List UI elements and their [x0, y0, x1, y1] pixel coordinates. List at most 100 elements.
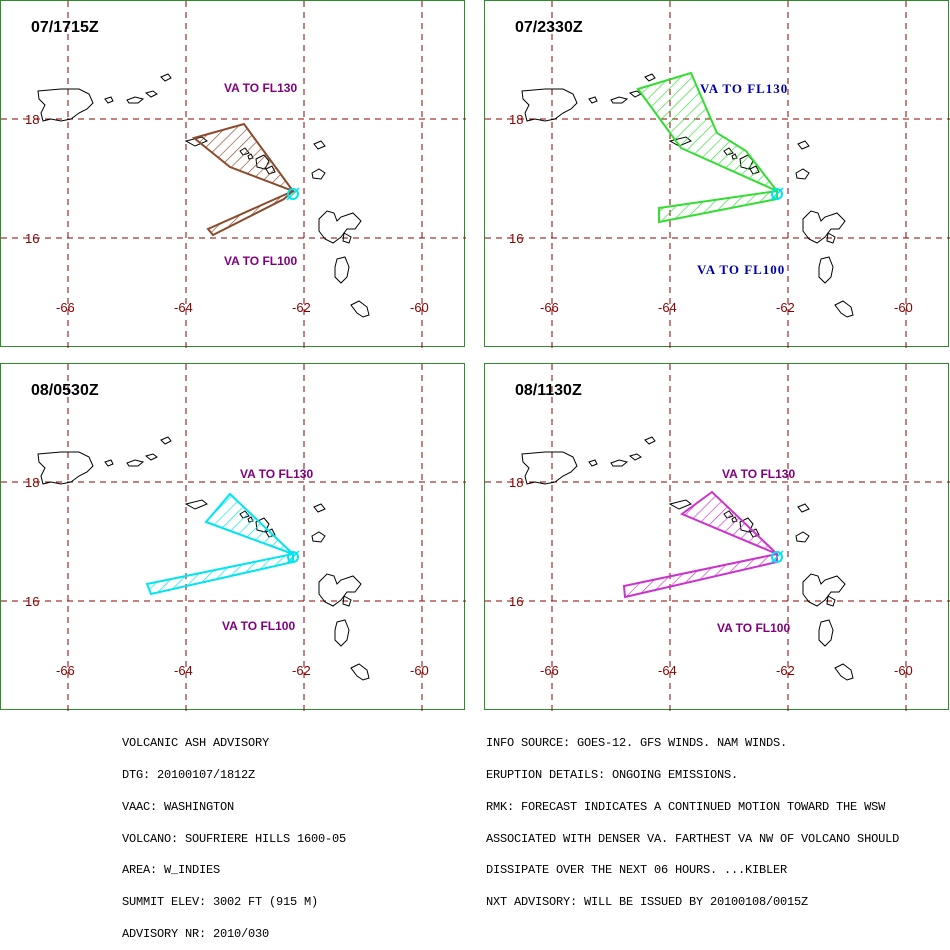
advisory-line: DTG: 20100107/1812Z: [122, 767, 256, 782]
graticule: [1, 364, 466, 711]
longitude-label: -62: [292, 663, 311, 678]
coastline-shape: [318, 573, 362, 607]
map-panel-3: 18 16 -66 -64 -62 -60 08/0530Z VA TO FL130 VA…: [0, 363, 466, 711]
lower-va-label: VA TO FL100: [697, 262, 786, 277]
coastline-shape: [160, 73, 172, 82]
graticule: [485, 1, 950, 348]
upper-va-label: VA TO FL130: [224, 81, 298, 95]
ash-cloud-lower: [206, 190, 294, 237]
map-panel-1: 18 16 -66 -64 -62 -60 07/1715Z VA TO FL130 VA…: [0, 0, 466, 348]
coastline-shape: [834, 663, 854, 681]
volcano-icon-stroke: [286, 550, 300, 564]
coastline-shape: [350, 300, 370, 318]
coastline-shape: [342, 595, 352, 607]
coastline-shape: [795, 531, 810, 543]
volcano-icon: [287, 188, 299, 200]
coastline: [37, 436, 370, 681]
coastline-shape: [37, 451, 94, 485]
coastline-shape: [318, 210, 362, 244]
latitude-label: 18: [509, 112, 523, 127]
advisory-line: ERUPTION DETAILS: ONGOING EMISSIONS.: [486, 767, 739, 782]
coastline-shape: [610, 96, 629, 104]
longitude-label: -64: [174, 300, 193, 315]
coastline-shape: [668, 499, 692, 510]
coastline-shape: [144, 453, 158, 461]
volcano-icon: [771, 551, 783, 563]
longitude-label: -66: [56, 663, 75, 678]
coastline-shape: [126, 96, 145, 104]
coastline-shape: [521, 451, 578, 485]
ash-cloud: [145, 492, 294, 596]
volcano-marker: [286, 550, 300, 564]
longitude-label: -64: [658, 663, 677, 678]
coastline-shape: [350, 663, 370, 681]
coastline-shape: [342, 232, 352, 244]
coastline-shape: [104, 96, 114, 104]
advisory-line: ASSOCIATED WITH DENSER VA. FARTHEST VA N…: [486, 831, 900, 846]
latitude-label: 16: [25, 231, 39, 246]
longitude-label: -62: [776, 663, 795, 678]
panel-time: 08/0530Z: [31, 382, 99, 399]
coastline-shape: [588, 96, 598, 104]
advisory-line: VOLCANIC ASH ADVISORY: [122, 736, 270, 751]
longitude-label: -66: [540, 663, 559, 678]
advisory-line: VOLCANO: SOUFRIERE HILLS 1600-05: [122, 831, 347, 846]
advisory-line: SUMMIT ELEV: 3002 FT (915 M): [122, 895, 319, 910]
panel-time: 07/2330Z: [515, 19, 583, 36]
lower-va-label: VA TO FL100: [717, 621, 791, 635]
advisory-line: VAAC: WASHINGTON: [122, 799, 235, 814]
ash-cloud-lower: [658, 189, 778, 224]
map-canvas-4: 18 16 -66 -64 -62 -60: [485, 364, 950, 711]
latitude-label: 18: [25, 112, 39, 127]
coastline-shape: [311, 168, 326, 180]
axis-labels: 18 16 -66 -64 -62 -60: [509, 112, 913, 315]
latitude-label: 18: [25, 475, 39, 490]
ash-cloud: [636, 71, 778, 224]
advisory-header-block: VOLCANIC ASH ADVISORY DTG: 20100107/1812…: [122, 717, 346, 950]
volcano-icon: [287, 551, 299, 563]
longitude-label: -66: [540, 300, 559, 315]
coastline-shape: [184, 499, 208, 510]
longitude-label: -60: [410, 300, 429, 315]
coastline-shape: [795, 168, 810, 180]
map-canvas-3: 18 16 -66 -64 -62 -60: [1, 364, 466, 711]
ash-cloud: [191, 122, 296, 237]
lower-va-label: VA TO FL100: [222, 619, 296, 633]
volcano-icon-stroke: [770, 550, 784, 564]
coastline-shape: [802, 573, 846, 607]
volcano-icon: [771, 188, 783, 200]
lower-va-label: VA TO FL100: [224, 254, 298, 268]
advisory-line: ADVISORY NR: 2010/030: [122, 926, 270, 941]
ash-cloud-upper: [679, 490, 778, 555]
ash-cloud-upper: [191, 122, 296, 194]
longitude-label: -62: [292, 300, 311, 315]
panel-time: 07/1715Z: [31, 19, 99, 36]
volcano-icon-stroke: [770, 187, 784, 201]
map-canvas-2: 18 16 -66 -64 -62 -60: [485, 1, 950, 348]
volcano-marker: [286, 187, 300, 201]
coastline: [37, 73, 370, 318]
ash-cloud: [622, 490, 778, 599]
longitude-label: -62: [776, 300, 795, 315]
ash-cloud-upper: [204, 492, 294, 555]
ash-cloud-lower: [622, 552, 778, 599]
longitude-label: -64: [658, 300, 677, 315]
ash-cloud-upper: [636, 71, 778, 192]
coastline-shape: [313, 503, 326, 513]
upper-va-label: VA TO FL130: [240, 467, 314, 481]
longitude-label: -60: [410, 663, 429, 678]
coastline-shape: [826, 232, 836, 244]
coastline-shape: [37, 88, 94, 122]
coastline-shape: [610, 459, 629, 467]
coastline-shape: [334, 256, 350, 284]
upper-va-label: VA TO FL130: [722, 467, 796, 481]
longitude-label: -60: [894, 663, 913, 678]
coastline-shape: [818, 619, 834, 647]
coastline-shape: [521, 88, 578, 122]
advisory-line: DISSIPATE OVER THE NEXT 06 HOURS. ...KIB…: [486, 863, 788, 878]
coastline-shape: [334, 619, 350, 647]
coastline-shape: [818, 256, 834, 284]
coastline-shape: [802, 210, 846, 244]
latitude-label: 16: [509, 594, 523, 609]
longitude-label: -60: [894, 300, 913, 315]
